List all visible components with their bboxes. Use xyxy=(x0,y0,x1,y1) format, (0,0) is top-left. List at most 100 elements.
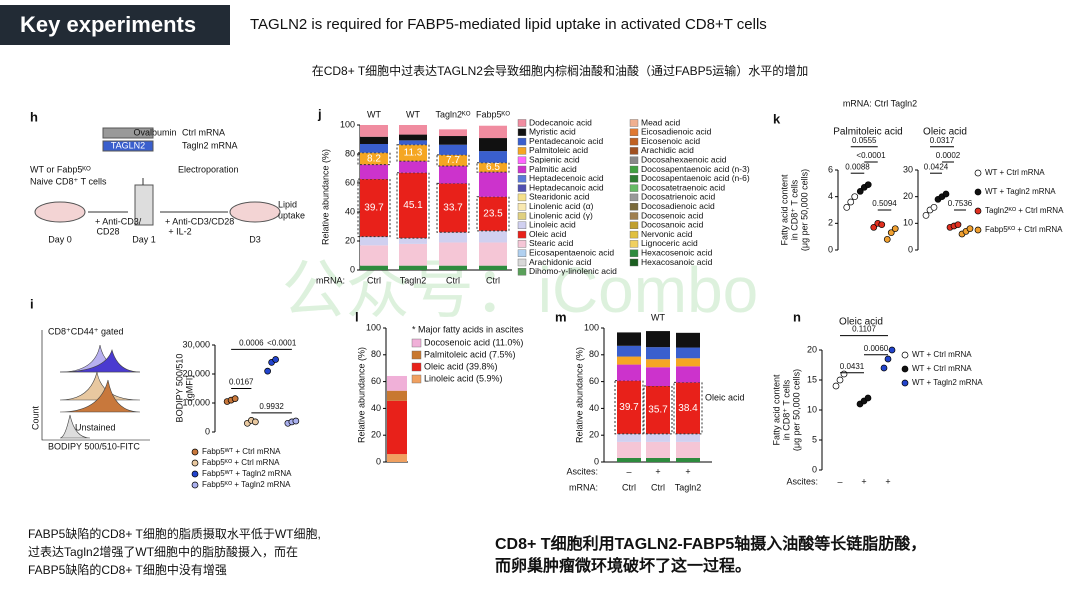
footer-left: 过表达Tagln2增强了WT细胞中的脂肪酸摄入，而在 xyxy=(28,544,298,559)
legend-swatch xyxy=(629,147,639,155)
bar-segment xyxy=(387,375,407,391)
legend-marker xyxy=(191,470,199,478)
bar-segment xyxy=(676,366,700,383)
h-text: Day 1 xyxy=(132,234,156,244)
slide-note: 在CD8+ T细胞中过表达TAGLN2会导致细胞内棕榈油酸和油酸（通过FABP5… xyxy=(312,63,809,78)
note: mRNA: Ctrl Tagln2 xyxy=(843,98,917,108)
bar-segment xyxy=(399,243,427,266)
legend-swatch xyxy=(629,230,639,239)
y-tick-label: 20,000 xyxy=(182,368,210,378)
legend-swatch xyxy=(629,119,639,127)
panel-h-art xyxy=(34,127,281,226)
legend-label: Docosenoic acid (11.0%) xyxy=(424,337,523,347)
y-axis-label: (gMFI) xyxy=(184,375,194,402)
dish xyxy=(229,201,281,223)
data-point xyxy=(887,229,895,237)
electroporator xyxy=(134,184,154,226)
data-point xyxy=(856,187,864,195)
header-box xyxy=(0,5,230,45)
data-point xyxy=(252,418,259,426)
legend-label: Fabp5ᴷᴼ + Tagln2 mRNA xyxy=(202,480,291,489)
h-text: Lipid xyxy=(278,199,297,209)
data-label: 7.7 xyxy=(446,155,460,166)
legend-label: Eicosenoic acid xyxy=(641,136,700,146)
legend-label: Palmitoleic acid xyxy=(529,145,588,155)
y-tick-label: 20 xyxy=(903,191,913,201)
y-tick-label: 100 xyxy=(584,322,599,332)
legend-swatch xyxy=(411,362,422,372)
data-point xyxy=(888,346,896,354)
y-tick-label: 20 xyxy=(345,235,355,245)
legend-marker xyxy=(974,207,982,215)
annotation: Oleic acid xyxy=(705,392,745,402)
subplot-title: Oleic acid xyxy=(923,127,967,138)
bar-segment xyxy=(646,359,670,368)
p-value: <0.0001 xyxy=(267,338,297,347)
y-tick-label: 6 xyxy=(828,164,833,174)
y-tick-label: 10 xyxy=(903,218,913,228)
x-tick-label: Ctrl xyxy=(367,275,381,285)
legend-label: Eicosadienoic acid xyxy=(641,127,712,137)
y-tick-label: 0 xyxy=(828,244,833,254)
data-point xyxy=(884,355,892,363)
bar-segment xyxy=(439,154,467,167)
legend-label: Mead acid xyxy=(641,117,680,127)
y-tick-label: 40 xyxy=(589,403,599,413)
bar-segment xyxy=(646,331,670,348)
legend-marker xyxy=(974,226,982,234)
legend-label: Docosatetraenoic acid xyxy=(641,182,725,192)
y-axis-label: Fatty acid content xyxy=(779,174,789,246)
legend-swatch xyxy=(629,258,639,267)
legend-swatch xyxy=(411,338,422,348)
panel-label: l xyxy=(355,309,359,324)
data-point xyxy=(966,225,974,233)
legend-swatch xyxy=(517,184,527,192)
bar-segment xyxy=(399,125,427,135)
i-text: Count xyxy=(30,406,40,431)
subplot-title: Oleic acid xyxy=(839,317,883,328)
h-text: Electroporation xyxy=(178,164,239,174)
panel-label: n xyxy=(793,309,801,324)
bar-segment xyxy=(360,125,388,137)
legend-swatch xyxy=(629,156,639,164)
h-text: TAGLN2 xyxy=(111,140,145,150)
y-tick-label: 0 xyxy=(205,426,210,436)
panel-label: j xyxy=(317,106,322,121)
y-tick-label: 60 xyxy=(371,376,381,386)
data-label: 39.7 xyxy=(619,402,639,413)
legend-label: WT + Ctrl mRNA xyxy=(912,350,972,359)
legend-label: Fabp5ᵂᵀ + Ctrl mRNA xyxy=(202,447,281,456)
y-tick-label: 0 xyxy=(376,456,381,466)
p-value: 0.0555 xyxy=(852,136,877,145)
bar-segment xyxy=(479,138,507,152)
legend-label: WT + Tagln2 mRNA xyxy=(912,378,983,387)
y-tick-label: 60 xyxy=(589,376,599,386)
bar-segment xyxy=(387,400,407,455)
legend-swatch xyxy=(517,175,527,183)
bar-segment xyxy=(439,136,467,145)
tagln2-box xyxy=(102,140,154,152)
p-value: 0.9932 xyxy=(259,402,284,411)
legend-swatch xyxy=(517,147,527,155)
dish xyxy=(34,201,86,223)
legend-label: Arachidic acid xyxy=(641,145,694,155)
bar-segment xyxy=(479,151,507,163)
bar-segment xyxy=(439,265,467,270)
h-text: + IL-2 xyxy=(168,226,191,236)
data-point xyxy=(231,395,239,402)
legend-marker xyxy=(901,351,909,359)
legend-swatch xyxy=(517,268,527,276)
histogram xyxy=(59,414,91,439)
slide-title: Key experiments xyxy=(20,12,196,37)
bar-segment xyxy=(676,433,700,442)
data-label: 35.7 xyxy=(648,405,668,416)
y-axis-label: in CD8⁺ T cells xyxy=(789,179,799,240)
x-tick-label: Ctrl xyxy=(486,275,500,285)
footer-left: FABP5缺陷的CD8+ T细胞的脂质摄取水平低于WT细胞, xyxy=(28,526,321,541)
y-axis-label: (μg per 50,000 cells) xyxy=(799,169,809,251)
p-value: 0.0317 xyxy=(930,136,955,145)
data-label: 11.3 xyxy=(404,148,423,159)
data-point xyxy=(840,370,848,378)
bar-segment xyxy=(360,152,388,165)
y-axis-label: (μg per 50,000 cells) xyxy=(791,369,801,451)
